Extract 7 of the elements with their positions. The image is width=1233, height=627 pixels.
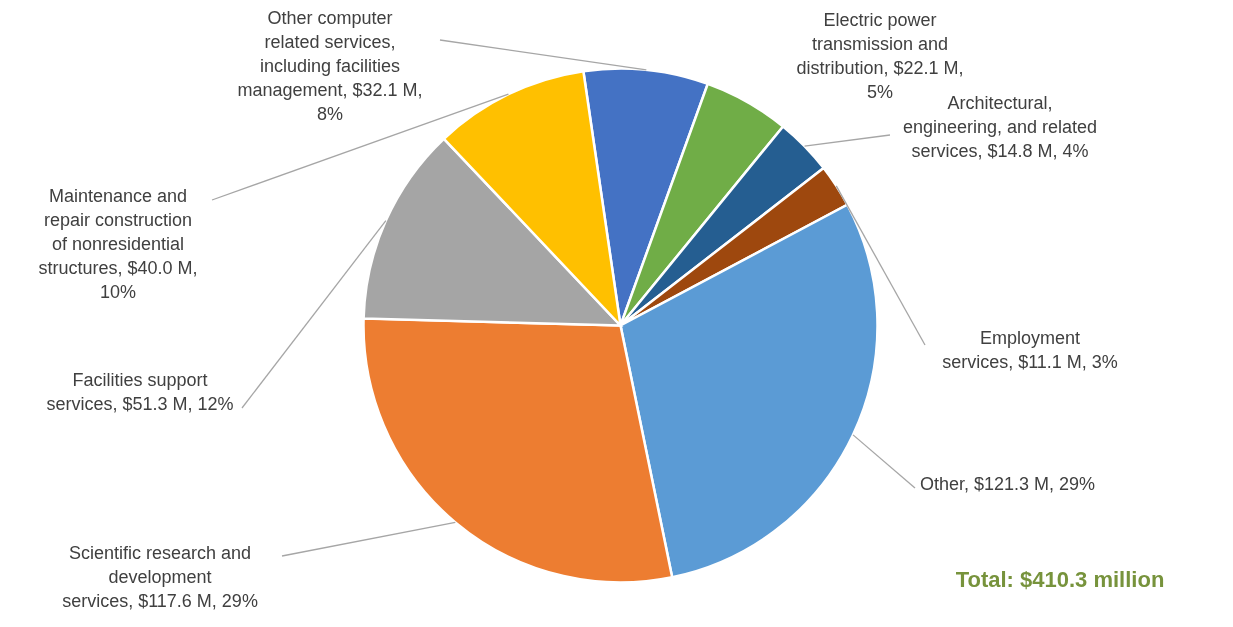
slice-label: Other computer related services, including facilities management, $32.1 M, 8% <box>237 8 423 124</box>
slice-label: Maintenance and repair construction of nonresidential structures, $40.0 M, 10% <box>38 186 198 302</box>
slice-label: Facilities support services, $51.3 M, 12% <box>46 370 234 414</box>
slice-label: Scientific research and development services, $117.6 M, 29% <box>62 543 258 611</box>
text: Total: $410.3 million <box>955 567 1165 592</box>
slice-label: Other, $121.3 M, 29% <box>920 474 1096 494</box>
slice-label: Employment services, $11.1 M, 3% <box>942 328 1118 372</box>
